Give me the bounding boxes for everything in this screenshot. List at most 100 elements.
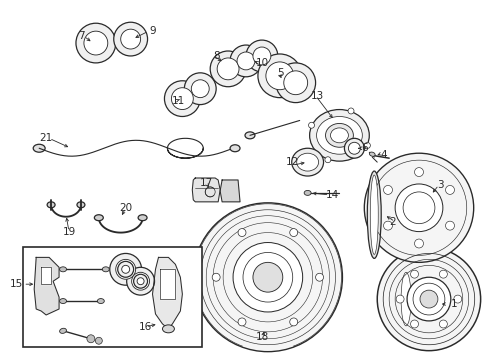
Circle shape (252, 47, 270, 65)
Text: 13: 13 (310, 91, 324, 101)
Circle shape (414, 168, 423, 176)
Circle shape (324, 157, 330, 163)
Polygon shape (152, 257, 182, 329)
Circle shape (364, 143, 369, 148)
Circle shape (364, 153, 473, 262)
Text: 10: 10 (255, 58, 268, 68)
Circle shape (439, 320, 447, 328)
Ellipse shape (33, 144, 45, 152)
Circle shape (126, 267, 154, 295)
Ellipse shape (60, 328, 66, 333)
Circle shape (406, 277, 450, 321)
Ellipse shape (369, 175, 377, 255)
Text: 2: 2 (388, 217, 395, 227)
Circle shape (122, 265, 129, 273)
Ellipse shape (162, 325, 174, 333)
Circle shape (245, 40, 277, 72)
Circle shape (184, 73, 216, 105)
Circle shape (233, 243, 302, 312)
Ellipse shape (366, 171, 381, 258)
Text: 18: 18 (256, 332, 269, 342)
Circle shape (289, 229, 297, 237)
Ellipse shape (60, 298, 66, 303)
Text: 20: 20 (119, 203, 132, 213)
Circle shape (252, 262, 282, 292)
Text: 6: 6 (360, 143, 367, 153)
Circle shape (212, 273, 220, 281)
Circle shape (445, 221, 453, 230)
Ellipse shape (330, 128, 347, 143)
Circle shape (137, 278, 144, 285)
Circle shape (283, 71, 307, 95)
Ellipse shape (304, 190, 310, 195)
Circle shape (394, 184, 442, 231)
Circle shape (439, 270, 447, 278)
Ellipse shape (77, 202, 85, 208)
Text: 5: 5 (277, 68, 284, 78)
Ellipse shape (296, 153, 318, 171)
Ellipse shape (102, 267, 109, 272)
Ellipse shape (97, 298, 104, 303)
Circle shape (84, 31, 107, 55)
Ellipse shape (400, 272, 410, 326)
Text: 7: 7 (78, 31, 84, 41)
Circle shape (95, 337, 102, 344)
Circle shape (395, 295, 403, 303)
Text: 4: 4 (380, 150, 386, 160)
Circle shape (445, 185, 453, 194)
Text: 17: 17 (199, 178, 212, 188)
Polygon shape (34, 257, 59, 315)
Ellipse shape (94, 215, 103, 221)
Text: 3: 3 (437, 180, 443, 190)
Circle shape (257, 54, 301, 98)
Circle shape (383, 221, 392, 230)
Circle shape (344, 138, 364, 158)
Text: 14: 14 (325, 190, 339, 200)
Circle shape (171, 88, 193, 109)
Polygon shape (192, 178, 220, 202)
Ellipse shape (325, 123, 353, 147)
Text: 8: 8 (212, 51, 219, 61)
Circle shape (164, 81, 200, 117)
Circle shape (237, 52, 254, 70)
Text: 12: 12 (285, 157, 299, 167)
Polygon shape (220, 180, 240, 202)
Ellipse shape (309, 109, 368, 161)
Circle shape (453, 295, 461, 303)
Ellipse shape (368, 152, 374, 156)
Circle shape (410, 270, 418, 278)
Circle shape (238, 318, 245, 326)
Ellipse shape (398, 269, 412, 329)
Circle shape (230, 45, 262, 77)
Ellipse shape (316, 117, 362, 154)
Circle shape (238, 229, 245, 237)
Ellipse shape (47, 202, 55, 208)
Circle shape (376, 247, 480, 351)
Text: 11: 11 (171, 96, 184, 105)
Circle shape (315, 273, 323, 281)
Ellipse shape (60, 267, 66, 272)
Circle shape (116, 260, 135, 279)
Ellipse shape (230, 145, 240, 152)
Circle shape (217, 58, 239, 80)
Bar (23, 247, 202, 347)
Circle shape (131, 272, 149, 290)
Text: 19: 19 (62, 226, 76, 237)
Circle shape (76, 23, 116, 63)
Circle shape (275, 63, 315, 103)
Ellipse shape (244, 132, 254, 139)
Text: 15: 15 (10, 279, 23, 289)
Circle shape (87, 335, 95, 343)
Ellipse shape (291, 148, 323, 176)
Circle shape (193, 203, 342, 352)
Circle shape (210, 51, 245, 87)
Circle shape (347, 108, 353, 114)
Circle shape (289, 318, 297, 326)
Circle shape (308, 122, 314, 128)
Circle shape (265, 62, 293, 90)
Text: 21: 21 (40, 133, 53, 143)
Polygon shape (41, 267, 51, 284)
Circle shape (118, 261, 133, 277)
Circle shape (114, 22, 147, 56)
Text: 9: 9 (149, 26, 156, 36)
